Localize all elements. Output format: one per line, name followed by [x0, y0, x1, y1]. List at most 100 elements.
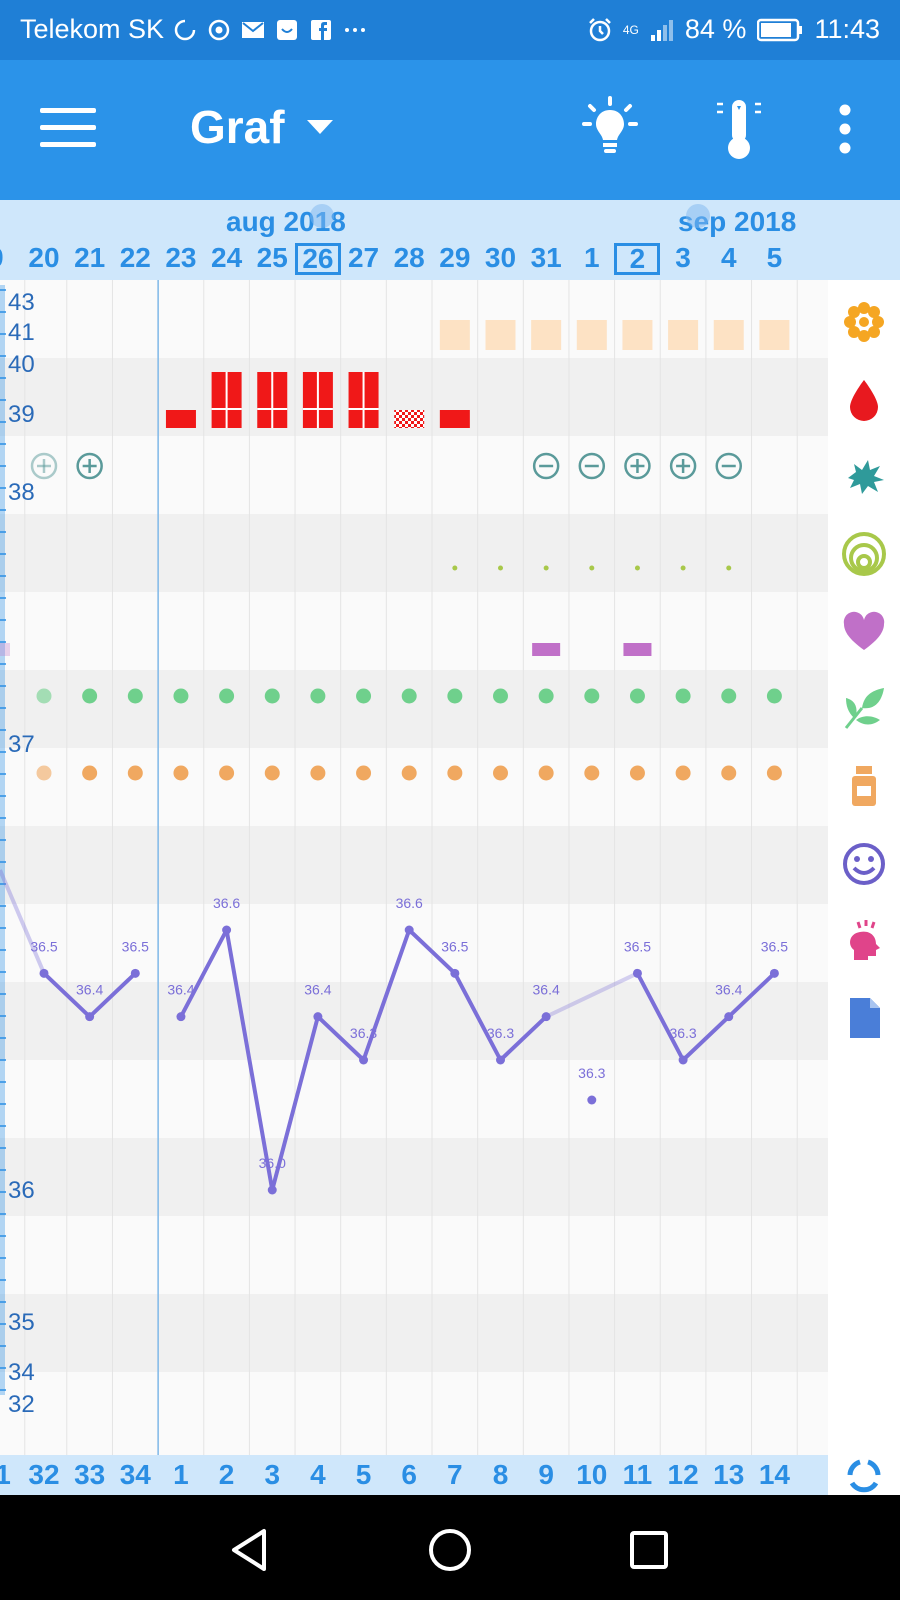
orange-dot-mark	[447, 765, 463, 781]
smiley-icon[interactable]	[840, 840, 888, 888]
date-label[interactable]: 31	[530, 242, 562, 273]
month-drag-handle[interactable]	[686, 204, 710, 228]
view-selector-dropdown[interactable]: Graf	[190, 100, 333, 154]
temperature-segment	[0, 869, 46, 975]
temperature-label: 36.3	[578, 1065, 605, 1081]
temperature-point	[769, 968, 779, 978]
temperature-label: 36.5	[624, 938, 651, 954]
chart-band	[0, 982, 828, 1060]
temperature-point	[450, 968, 460, 978]
date-label[interactable]: 20	[28, 242, 60, 273]
bottle-icon[interactable]	[840, 762, 888, 810]
fertile-day-mark	[485, 320, 516, 350]
signal-icon	[649, 17, 675, 43]
menu-icon-line	[40, 142, 96, 147]
temperature-label: 36.4	[76, 982, 103, 998]
temperature-point	[678, 1055, 688, 1065]
recents-button[interactable]	[624, 1525, 674, 1575]
status-right: 4G 84 % 11:43	[587, 14, 880, 45]
temperature-segment	[270, 1014, 320, 1192]
menstruation-bar	[439, 410, 470, 428]
document-icon[interactable]	[840, 994, 888, 1042]
app-bar: Graf	[0, 60, 900, 200]
date-label[interactable]: 3	[675, 242, 691, 273]
date-label[interactable]: 21	[74, 242, 106, 273]
orange-dot-mark	[219, 765, 235, 781]
status-bar: Telekom SK 4G 84 % 11:43	[0, 0, 900, 60]
date-label[interactable]: 28	[393, 242, 425, 273]
date-label[interactable]: 1	[584, 242, 600, 273]
orange-dot-mark	[675, 765, 691, 781]
lightbulb-icon	[582, 96, 638, 153]
y-axis-label: 40	[8, 351, 35, 378]
green-dot-mark	[264, 688, 280, 704]
home-button[interactable]	[425, 1525, 475, 1575]
mucus-dot	[680, 565, 686, 571]
cycle-day-label: 32	[28, 1459, 60, 1490]
orange-dot-mark	[82, 765, 98, 781]
cycle-day-label: 11	[622, 1459, 653, 1490]
date-label[interactable]: 30	[484, 242, 517, 273]
cycle-day-label: 13	[713, 1459, 745, 1490]
network-type: 4G	[622, 22, 639, 37]
flower-icon[interactable]	[840, 298, 888, 346]
category-legend	[828, 280, 900, 1455]
splash-icon[interactable]	[840, 452, 888, 500]
cycle-day-label: 6	[401, 1459, 417, 1490]
temperature-label: 36.3	[487, 1025, 514, 1041]
temperature-label: 36.0	[259, 1155, 286, 1171]
date-label[interactable]: 26	[294, 243, 341, 275]
y-axis-label: 38	[8, 479, 35, 506]
temperature-point	[587, 1095, 597, 1105]
temperature-segment	[681, 1014, 731, 1062]
date-label[interactable]: 23	[165, 242, 197, 273]
overflow-menu-button[interactable]	[832, 102, 858, 158]
date-label[interactable]: 25	[256, 242, 288, 273]
fertile-day-mark	[576, 320, 607, 350]
add-temperature-button[interactable]	[714, 96, 764, 162]
thermometer-icon	[717, 100, 761, 159]
temperature-label: 36.5	[122, 938, 149, 954]
temperature-segment	[407, 928, 457, 976]
date-label[interactable]: 5	[766, 242, 783, 273]
temperature-segment	[726, 971, 777, 1019]
temperature-point	[39, 968, 49, 978]
fertile-day-mark	[759, 320, 790, 350]
date-label[interactable]: 4	[720, 242, 737, 273]
chart-band	[0, 514, 828, 592]
temperature-segment	[635, 971, 686, 1062]
date-label[interactable]: 22	[119, 242, 151, 273]
cycle-chart[interactable]: 43 41 40 39 38 37 36 35 34 32 36.5 36.4 36.5 36.4 36.6…	[0, 280, 828, 1455]
head-alert-icon[interactable]	[840, 916, 888, 964]
temperature-segment	[315, 1014, 366, 1062]
sync-button[interactable]	[828, 1455, 900, 1495]
circles-icon[interactable]	[840, 530, 888, 578]
dropdown-arrow-icon	[306, 120, 333, 134]
date-label[interactable]: 24	[211, 242, 243, 273]
orange-dot-mark	[584, 765, 600, 781]
cycle-day-label: 5	[355, 1459, 372, 1490]
date-label[interactable]: 27	[347, 242, 380, 273]
green-dot-mark	[629, 688, 645, 704]
battery-icon	[756, 17, 804, 43]
tips-button[interactable]	[582, 96, 638, 162]
drop-icon[interactable]	[840, 376, 888, 424]
temperature-point	[222, 925, 232, 935]
heart-icon[interactable]	[840, 608, 888, 656]
temperature-segment	[178, 928, 229, 1019]
date-label[interactable]: 29	[439, 242, 471, 273]
temperature-point	[85, 1012, 95, 1022]
date-label[interactable]: 9	[0, 242, 6, 274]
temperature-label: 36.3	[669, 1025, 696, 1041]
chart-area[interactable]: 43 41 40 39 38 37 36 35 34 32 36.5 36.4 36.5 36.4 36.6…	[0, 280, 828, 1455]
menu-button[interactable]	[40, 108, 96, 152]
temperature-segment	[361, 928, 412, 1062]
back-button[interactable]	[226, 1525, 276, 1575]
temperature-point	[632, 968, 642, 978]
positive-test-icon	[624, 452, 651, 480]
leaf-icon[interactable]	[840, 684, 888, 732]
date-label[interactable]: 2	[614, 243, 661, 275]
month-drag-handle[interactable]	[310, 204, 334, 228]
green-dot-mark	[493, 688, 508, 704]
cycle-day-label: 9	[538, 1459, 554, 1490]
